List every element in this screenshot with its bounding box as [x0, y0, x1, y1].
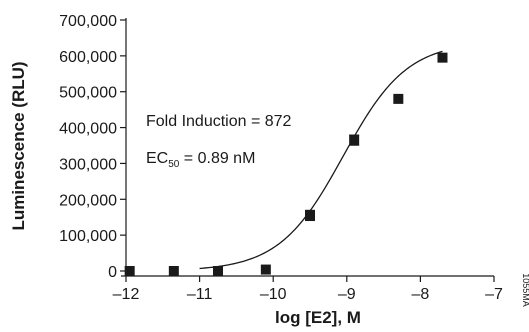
- data-point: [168, 266, 179, 276]
- ec50-prefix: EC: [146, 150, 168, 167]
- axes: 0 100,000 200,000 300,000 400,000 500,000 600,…: [59, 13, 503, 303]
- y-tick-label: 200,000: [59, 192, 117, 209]
- ec50-subscript: 50: [168, 159, 180, 170]
- y-tick-label: 400,000: [59, 121, 117, 138]
- y-tick-label: 600,000: [59, 49, 117, 66]
- data-point: [437, 52, 448, 63]
- ec50-suffix: = 0.89 nM: [179, 150, 255, 167]
- data-point: [213, 266, 223, 276]
- data-point: [393, 93, 404, 104]
- x-tick-label: –10: [260, 286, 287, 303]
- data-point: [124, 266, 135, 276]
- y-tick-label: 500,000: [59, 85, 117, 102]
- x-tick-label: –12: [113, 286, 140, 303]
- y-tick-label: 0: [108, 264, 117, 281]
- y-axis-title: Luminescence (RLU): [9, 61, 28, 230]
- x-tick-label: –11: [187, 286, 213, 303]
- data-point: [305, 210, 315, 221]
- y-tick-label: 300,000: [59, 156, 117, 173]
- data-point: [260, 264, 271, 275]
- y-tick-label: 100,000: [59, 228, 117, 245]
- y-tick-label: 700,000: [59, 13, 117, 30]
- x-axis-title: log [E2], M: [275, 308, 361, 327]
- fit-curve-layer: [199, 50, 443, 270]
- ec50-annotation: EC50 = 0.89 nM: [146, 150, 255, 170]
- x-tick-label: –7: [485, 286, 503, 303]
- side-code-label: 1055MA: [521, 273, 529, 307]
- x-tick-label: –9: [338, 286, 356, 303]
- data-point: [349, 135, 360, 146]
- fold-induction-annotation: Fold Induction = 872: [146, 113, 292, 130]
- x-tick-label: –8: [412, 286, 430, 303]
- data-points-layer: [124, 52, 448, 276]
- fit-curve: [199, 50, 443, 270]
